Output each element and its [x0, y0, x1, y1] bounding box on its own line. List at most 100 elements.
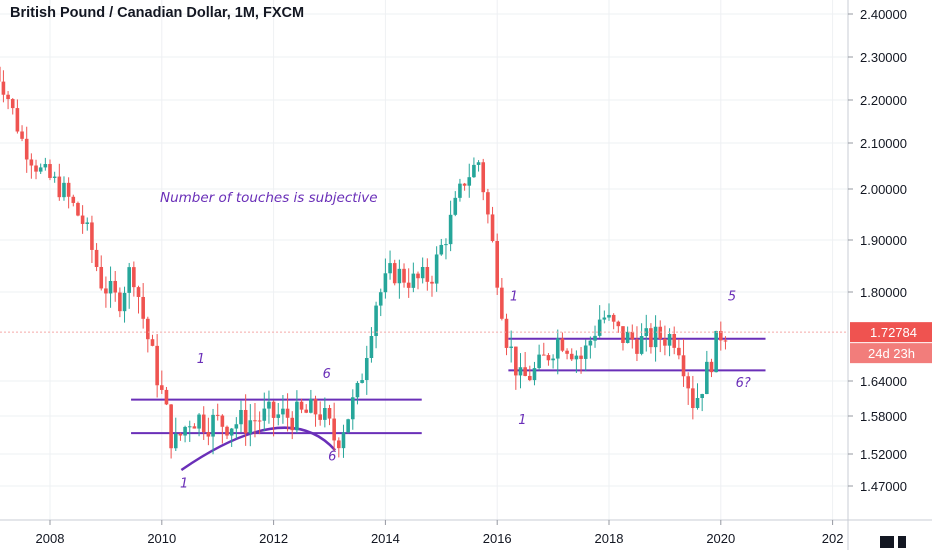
x-tick-label: 2010 [147, 531, 176, 546]
touch-count-label: 6 [323, 367, 331, 382]
candle-body [462, 183, 467, 186]
candle-body [621, 326, 625, 343]
candle-body [425, 266, 430, 282]
candle-body [649, 328, 653, 348]
touch-count-label: 6? [736, 376, 751, 391]
candle-body [118, 292, 122, 312]
candle-body [234, 424, 239, 429]
candle-body [350, 397, 355, 420]
touch-count-label: 1 [180, 476, 188, 491]
candle-body [57, 176, 62, 198]
chart-title: British Pound / Canadian Dollar, 1M, FXC… [10, 5, 305, 21]
candle-body [467, 177, 472, 186]
candle-body [663, 338, 667, 346]
x-tick-label: 202 [822, 531, 844, 546]
candle-body [495, 241, 499, 288]
candle-body [430, 281, 434, 284]
y-tick-label: 1.90000 [860, 233, 907, 248]
x-tick-label: 2016 [483, 531, 512, 546]
candle-body [146, 318, 150, 340]
tradingview-logo-icon [880, 536, 906, 548]
candle-body [299, 401, 304, 410]
candle-body [528, 375, 532, 381]
candle-body [448, 214, 453, 245]
candle-body [392, 263, 397, 284]
candle-body [243, 409, 248, 434]
candle-body [453, 197, 458, 215]
y-tick-label: 1.64000 [860, 374, 907, 389]
candle-body [383, 273, 388, 293]
candle-body [257, 420, 262, 422]
touch-count-label: 1 [197, 352, 205, 367]
y-tick-label: 2.00000 [860, 182, 907, 197]
candle-body [411, 273, 416, 288]
candle-body [52, 176, 57, 178]
candle-body [113, 280, 118, 293]
candle-body [267, 401, 271, 409]
candle-body [378, 292, 383, 306]
candle-body [402, 268, 406, 283]
y-axis: 2.40000 2.30000 2.20000 2.10000 2.00000 1.900… [848, 7, 932, 494]
candle-body [248, 420, 253, 434]
candle-body [34, 165, 38, 172]
candle-body [514, 346, 518, 376]
candle-body [500, 287, 504, 319]
candle-body [555, 338, 560, 359]
candle-body [29, 159, 34, 166]
candle-body [285, 408, 290, 418]
candle-body [136, 287, 141, 297]
candle-body [388, 263, 392, 274]
x-tick-label: 2020 [706, 531, 735, 546]
y-tick-label: 2.10000 [860, 136, 907, 151]
candle-body [341, 432, 346, 449]
candle-body [62, 182, 66, 198]
candle-body [108, 280, 113, 294]
candle-body [104, 288, 108, 294]
candle-body [80, 215, 85, 224]
countdown-label: 24d 23h [868, 346, 915, 361]
x-tick-label: 2008 [36, 531, 65, 546]
candle-body [327, 407, 332, 419]
candle-body [607, 314, 611, 318]
candle-body [546, 355, 551, 361]
candle-body [509, 346, 513, 348]
candle-body [504, 318, 509, 348]
candle-body [271, 401, 276, 418]
candle-body [658, 326, 663, 339]
candle-body [723, 340, 728, 342]
candle-body [691, 388, 695, 409]
candle-body [686, 376, 690, 389]
candle-body [616, 321, 621, 327]
candle-body [164, 389, 169, 405]
candle-body [472, 164, 476, 178]
candle-body [700, 394, 704, 399]
candle-body [211, 414, 215, 437]
candle-body [481, 162, 486, 193]
candle-body [360, 380, 364, 383]
candle-body [323, 407, 327, 420]
candle-body [397, 268, 402, 284]
candle-body [583, 345, 588, 359]
candle-body [201, 414, 206, 433]
candle-body [560, 338, 565, 351]
touch-count-label: 1 [518, 413, 526, 428]
candle-body [565, 350, 569, 354]
candle-body [183, 426, 187, 436]
candle-body [281, 408, 285, 415]
candle-body [355, 382, 360, 398]
candle-body [667, 333, 672, 346]
candle-body [537, 354, 541, 369]
countdown-badge [850, 343, 932, 364]
candle-body [15, 108, 20, 132]
candle-body [644, 328, 649, 337]
candle-body [416, 273, 420, 279]
candle-body [695, 398, 700, 409]
candle-body [187, 426, 192, 428]
x-axis: 2008 2010 2012 2014 2016 2018 2020 202 [36, 520, 844, 546]
candle-body [625, 331, 630, 343]
candle-body [719, 330, 723, 341]
candle-body [215, 414, 220, 416]
candle-body [85, 222, 90, 224]
candle-body [439, 244, 444, 255]
